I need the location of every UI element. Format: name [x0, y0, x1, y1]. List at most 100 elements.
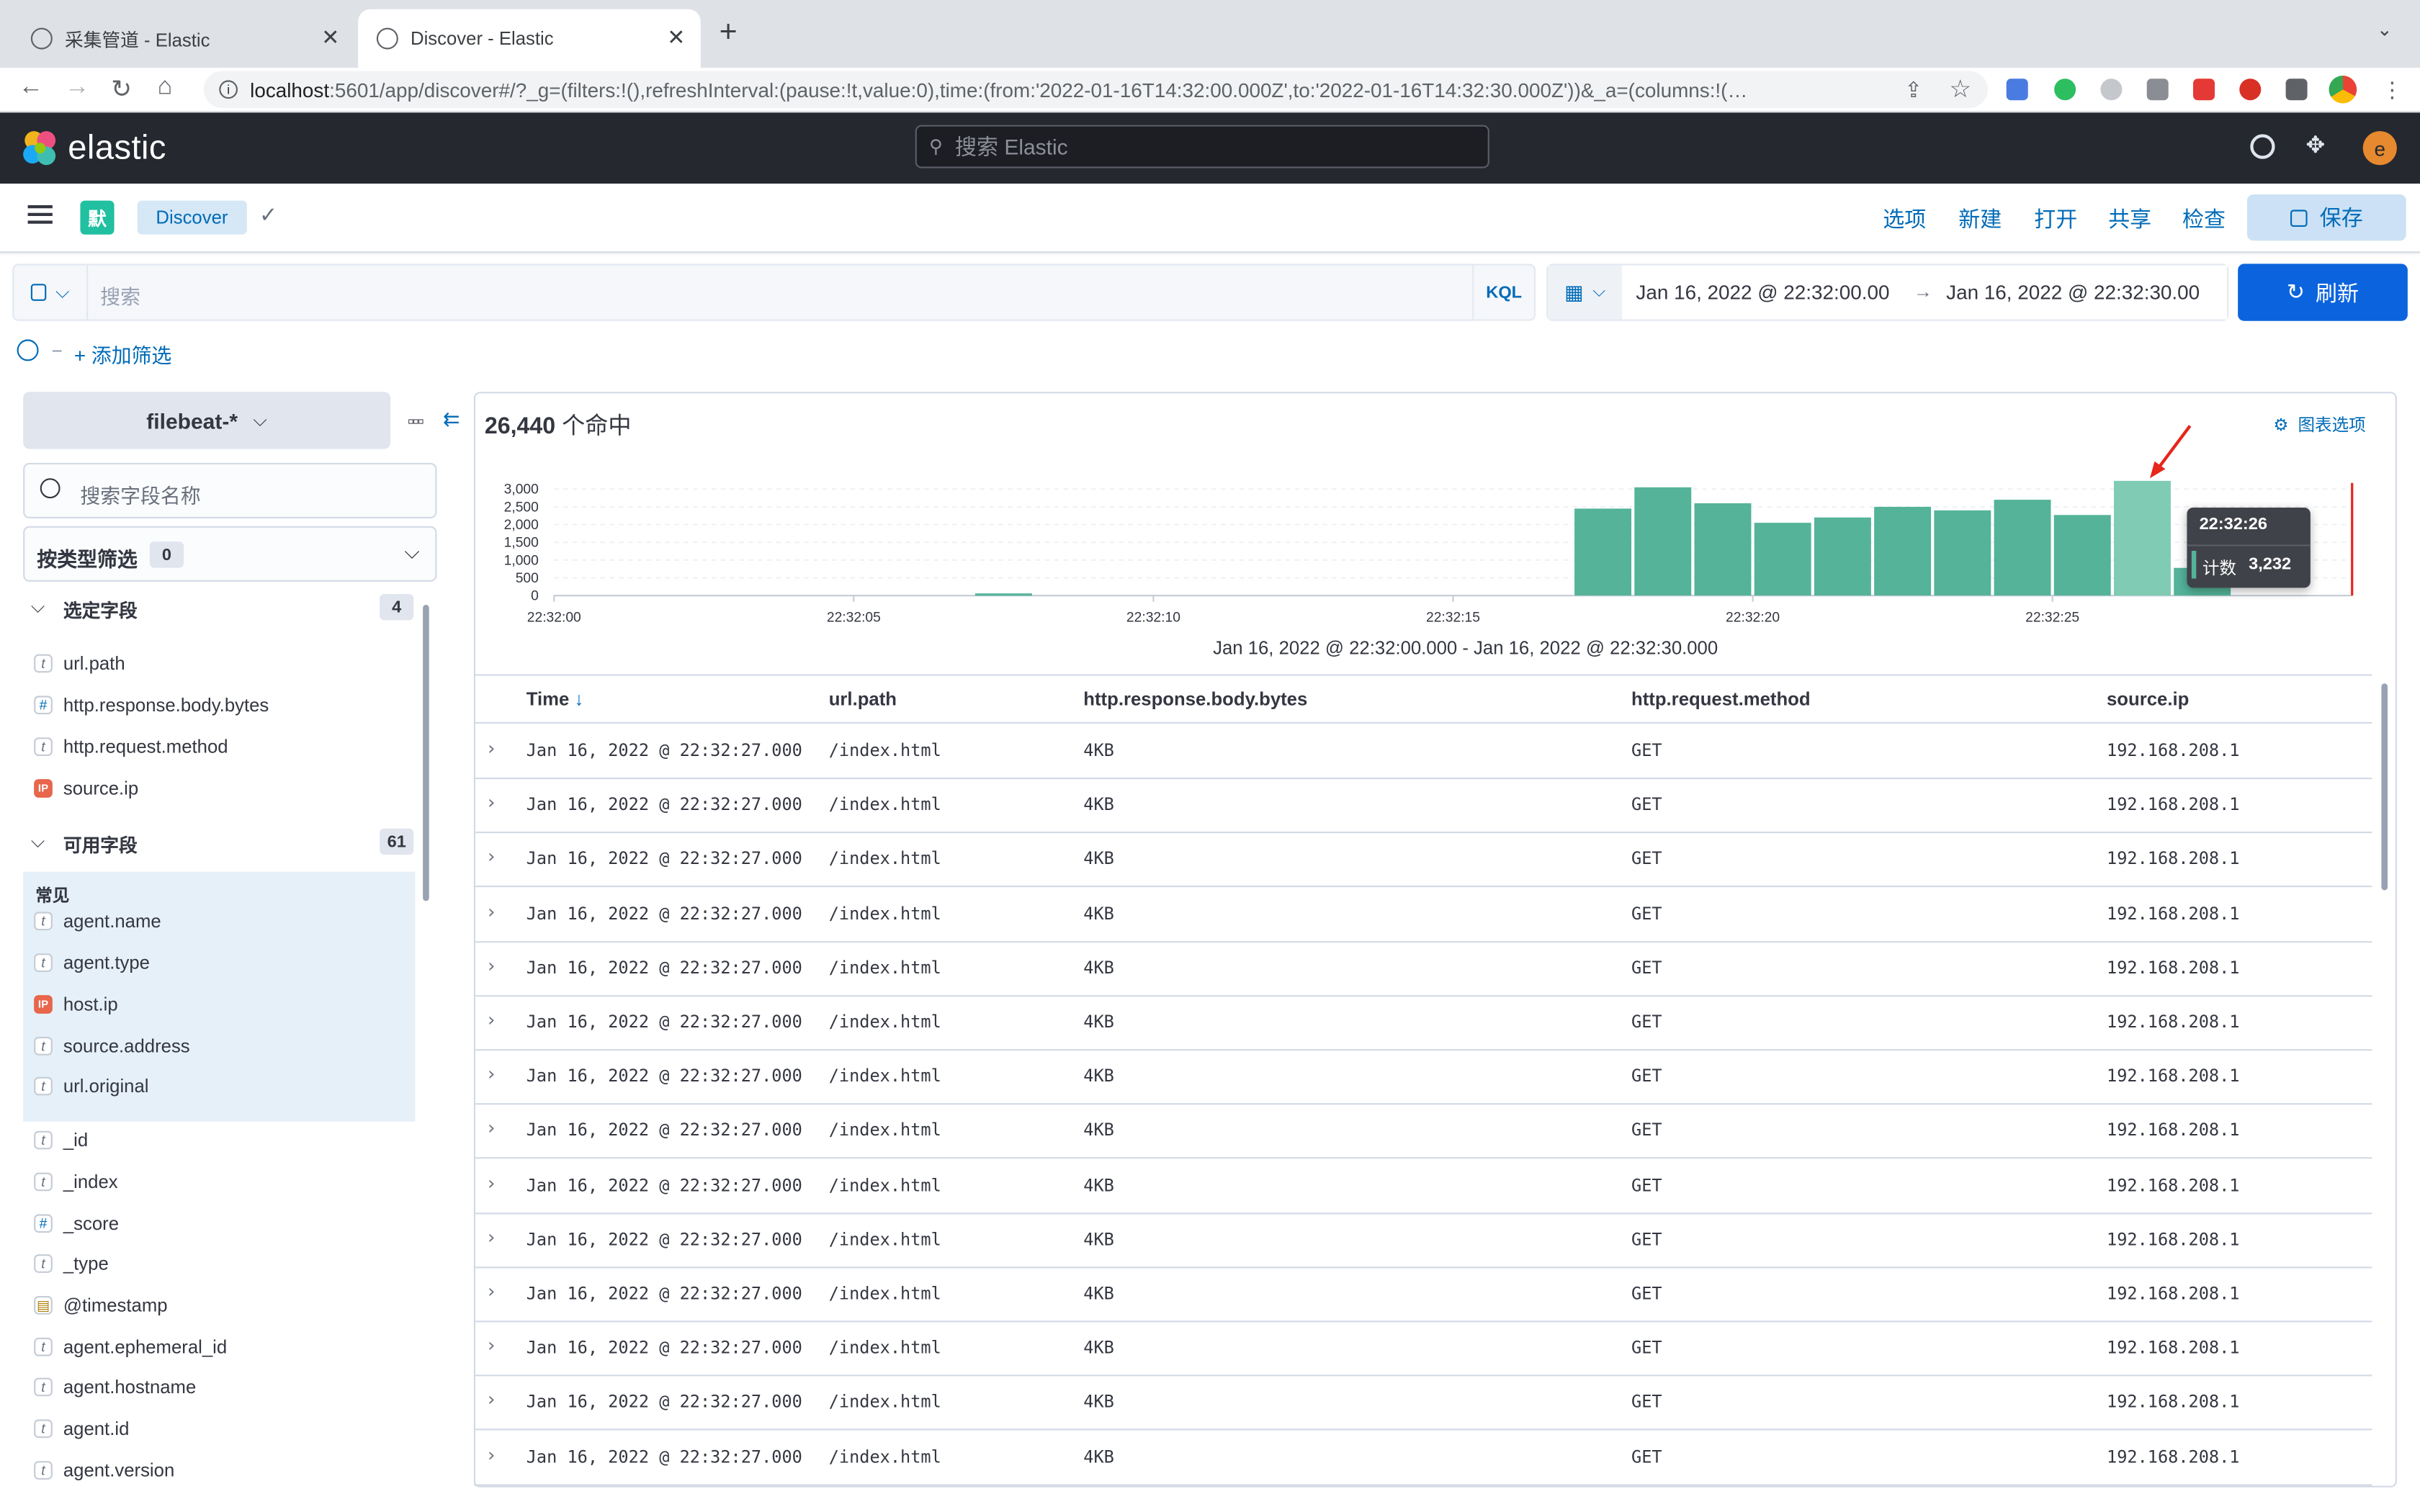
field-item[interactable]: t agent.id: [34, 1413, 129, 1444]
options-link[interactable]: 选项: [1883, 207, 1927, 232]
histogram-bar[interactable]: [1934, 510, 1991, 596]
table-row[interactable]: › Jan 16, 2022 @ 22:32:27.000/index.html 4…: [473, 941, 2372, 996]
elastic-logo-icon[interactable]: [22, 130, 58, 166]
histogram-bar[interactable]: [1814, 517, 1871, 596]
table-row[interactable]: › Jan 16, 2022 @ 22:32:27.000/index.html 4…: [473, 778, 2372, 834]
histogram-bar[interactable]: [1874, 506, 1932, 596]
field-item[interactable]: t agent.name: [34, 906, 161, 937]
fe-extension-icon[interactable]: [2193, 78, 2215, 101]
expand-row-chevron-icon[interactable]: ›: [488, 1389, 496, 1411]
expand-row-chevron-icon[interactable]: ›: [488, 954, 496, 976]
url-field[interactable]: i localhost:5601/app/discover#/?_g=(filt…: [203, 71, 1988, 108]
filter-options-icon[interactable]: [17, 339, 39, 361]
saved-queries-button[interactable]: ⌵: [14, 265, 89, 320]
global-search-input[interactable]: ⚲ 搜索 Elastic: [915, 125, 1489, 168]
table-row[interactable]: › Jan 16, 2022 @ 22:32:27.000/index.html 4…: [473, 995, 2372, 1051]
histogram-bar[interactable]: [1754, 523, 1811, 596]
share-link[interactable]: 共享: [2108, 207, 2152, 232]
field-item[interactable]: t agent.type: [34, 948, 150, 978]
column-header-url-path[interactable]: url.path: [828, 688, 897, 710]
breadcrumb-discover[interactable]: Discover: [137, 200, 247, 235]
table-row[interactable]: › Jan 16, 2022 @ 22:32:27.000/index.html 4…: [473, 1050, 2372, 1105]
table-row[interactable]: › Jan 16, 2022 @ 22:32:27.000/index.html 4…: [473, 1158, 2372, 1214]
camera-extension-icon[interactable]: [2146, 78, 2169, 101]
open-link[interactable]: 打开: [2034, 207, 2078, 232]
new-link[interactable]: 新建: [1958, 207, 2002, 232]
chart-options-button[interactable]: ⚙ 图表选项: [2273, 412, 2365, 436]
expand-row-chevron-icon[interactable]: ›: [488, 900, 496, 922]
table-row[interactable]: › Jan 16, 2022 @ 22:32:27.000/index.html 4…: [473, 832, 2372, 888]
field-item[interactable]: IP source.ip: [34, 773, 138, 804]
user-avatar[interactable]: e: [2362, 131, 2397, 166]
space-avatar[interactable]: 默: [80, 200, 115, 235]
help-icon[interactable]: [2250, 134, 2275, 159]
evernote-extension-icon[interactable]: [2054, 78, 2076, 101]
histogram-bar[interactable]: [1994, 500, 2051, 596]
expand-row-chevron-icon[interactable]: ›: [488, 1334, 496, 1356]
browser-tab-pipelines[interactable]: 采集管道 - Elastic ✕: [12, 9, 355, 68]
table-row[interactable]: › Jan 16, 2022 @ 22:32:27.000/index.html 4…: [473, 1375, 2372, 1431]
table-row[interactable]: › Jan 16, 2022 @ 22:32:27.000/index.html 4…: [473, 886, 2372, 942]
back-arrow-icon[interactable]: ←: [18, 73, 43, 101]
table-scrollbar[interactable]: [2381, 683, 2388, 891]
index-pattern-selector[interactable]: filebeat-* ⌵: [23, 392, 391, 449]
browser-menu-icon[interactable]: ⋮: [2381, 77, 2403, 102]
table-row[interactable]: › Jan 16, 2022 @ 22:32:27.000/index.html 4…: [473, 724, 2372, 780]
menu-toggle-icon[interactable]: [27, 205, 53, 209]
histogram-bar[interactable]: [1574, 508, 1631, 596]
expand-row-chevron-icon[interactable]: ›: [488, 1117, 496, 1140]
expand-row-chevron-icon[interactable]: ›: [488, 1063, 496, 1085]
translate-extension-icon[interactable]: [2006, 78, 2028, 101]
histogram-bar[interactable]: [2113, 480, 2171, 596]
field-item[interactable]: # _score: [34, 1208, 119, 1239]
inspect-link[interactable]: 检查: [2182, 207, 2226, 232]
close-tab-icon[interactable]: ✕: [321, 24, 340, 50]
column-header-method[interactable]: http.request.method: [1631, 688, 1811, 710]
histogram-bar[interactable]: [2053, 515, 2111, 596]
expand-row-chevron-icon[interactable]: ›: [488, 1443, 496, 1465]
tab-search-chevron-icon[interactable]: ⌄: [2377, 18, 2393, 40]
available-fields-toggle-icon[interactable]: ⌵: [30, 829, 45, 852]
histogram-bar[interactable]: [1634, 487, 1692, 596]
selected-fields-title[interactable]: 选定字段: [63, 600, 138, 622]
histogram-bar[interactable]: [974, 593, 1032, 596]
expand-row-chevron-icon[interactable]: ›: [488, 1171, 496, 1194]
quick-select-button[interactable]: ▦ ⌵: [1548, 265, 1624, 320]
index-pattern-actions-icon[interactable]: ▫▫▫: [407, 410, 424, 432]
elastic-logo-text[interactable]: elastic: [68, 127, 166, 167]
field-item[interactable]: t url.original: [34, 1071, 148, 1102]
forward-arrow-icon[interactable]: →: [65, 73, 90, 101]
adblock-extension-icon[interactable]: [2239, 78, 2262, 101]
add-filter-link[interactable]: + 添加筛选: [73, 343, 172, 367]
collapse-sidebar-icon[interactable]: ⇇: [443, 407, 460, 431]
save-button[interactable]: 保存: [2247, 194, 2406, 241]
field-item[interactable]: t http.request.method: [34, 732, 228, 762]
share-page-icon[interactable]: ⇪: [1904, 77, 1923, 102]
column-header-bytes[interactable]: http.response.body.bytes: [1083, 688, 1308, 710]
expand-row-chevron-icon[interactable]: ›: [488, 1226, 496, 1248]
chrome-profile-icon[interactable]: [2329, 76, 2357, 104]
expand-row-chevron-icon[interactable]: ›: [488, 846, 496, 868]
table-row[interactable]: › Jan 16, 2022 @ 22:32:27.000/index.html 4…: [473, 1104, 2372, 1160]
field-item[interactable]: t agent.version: [34, 1455, 174, 1486]
field-item[interactable]: t url.path: [34, 648, 125, 679]
sidebar-scrollbar[interactable]: [423, 605, 429, 901]
field-item[interactable]: ▤ @timestamp: [34, 1290, 168, 1320]
column-header-time[interactable]: Time ↓: [526, 688, 584, 710]
table-row[interactable]: › Jan 16, 2022 @ 22:32:27.000/index.html 4…: [473, 1266, 2372, 1323]
type-filter-button[interactable]: 按类型筛选 0 ⌵: [23, 526, 437, 582]
table-row[interactable]: › Jan 16, 2022 @ 22:32:27.000/index.html 4…: [473, 1321, 2372, 1377]
browser-tab-discover[interactable]: Discover - Elastic ✕: [358, 9, 701, 68]
info-icon[interactable]: i: [219, 80, 238, 99]
bookmark-star-icon[interactable]: ☆: [1949, 77, 1972, 104]
field-item[interactable]: IP host.ip: [34, 989, 118, 1020]
field-item[interactable]: t agent.hostname: [34, 1372, 196, 1403]
query-input[interactable]: 搜索: [100, 285, 141, 309]
end-date-button[interactable]: Jan 16, 2022 @ 22:32:30.00: [1946, 281, 2200, 305]
histogram-bar[interactable]: [1694, 503, 1752, 596]
column-header-source-ip[interactable]: source.ip: [2107, 688, 2190, 710]
field-item[interactable]: t _id: [34, 1125, 88, 1156]
table-row[interactable]: › Jan 16, 2022 @ 22:32:27.000/index.html 4…: [473, 1430, 2372, 1485]
field-item[interactable]: t source.address: [34, 1030, 190, 1061]
extension-icon[interactable]: [2100, 78, 2123, 101]
